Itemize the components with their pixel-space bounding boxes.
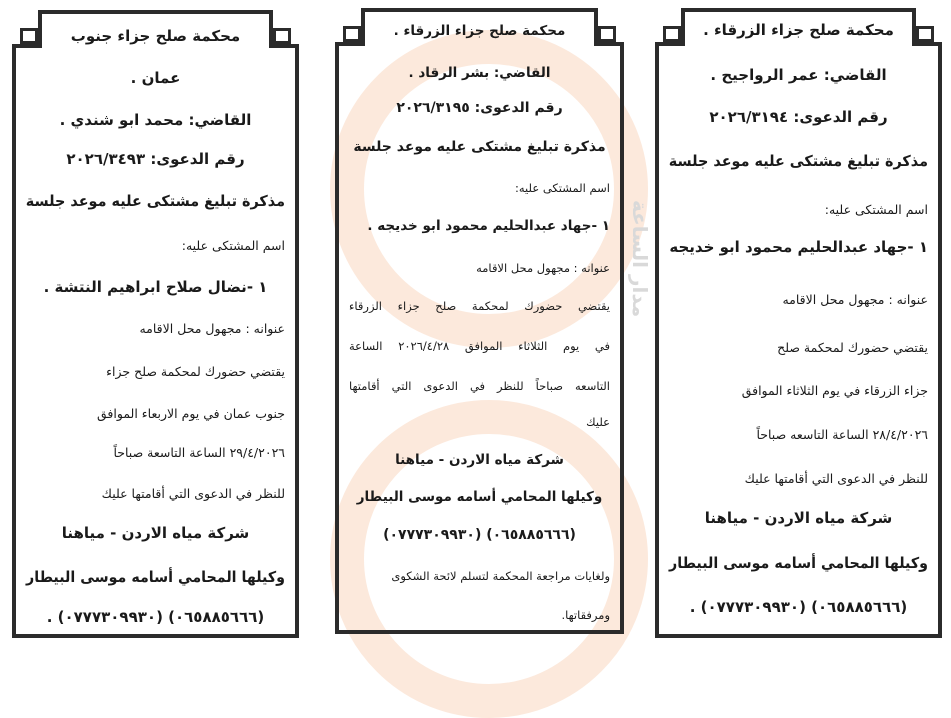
judge-name: القاضي: عمر الرواجيح . xyxy=(710,66,887,84)
phone-numbers: (٠٦٥٨٨٥٦٦٦) (٠٧٧٧٣٠٩٩٣٠) . xyxy=(46,608,265,626)
plaintiff: شركة مياه الاردن - مياهنا xyxy=(704,509,893,527)
notice-frame xyxy=(655,42,942,638)
defendant-label: اسم المشتكى عليه: xyxy=(515,181,610,195)
corner-ornament xyxy=(663,26,681,42)
case-number: رقم الدعوى: ٢٠٢٦/٣٤٩٣ xyxy=(66,150,245,168)
notice-zarqa-3194: محكمة صلح جزاء الزرقاء . القاضي: عمر الر… xyxy=(655,8,942,638)
frame-shoulder xyxy=(655,42,685,46)
address: عنوانه : مجهول محل الاقامه xyxy=(782,292,928,307)
defendant-name: ١ -جهاد عبدالحليم محمود ابو خديجه xyxy=(669,238,928,256)
frame-shoulder xyxy=(335,42,365,46)
lawyer: وكيلها المحامي أسامه موسى البيطار xyxy=(26,568,286,586)
corner-ornament xyxy=(916,26,934,42)
notice-header-frame xyxy=(681,8,916,46)
body-text: عليك xyxy=(586,415,610,429)
body-text: ٢٨/٤/٢٠٢٦ الساعة التاسعه صباحاً xyxy=(756,427,928,442)
watermark-text: مدار الساعة xyxy=(628,200,652,318)
notice-frame xyxy=(12,44,299,638)
body-text: جزاء الزرقاء في يوم الثلاثاء الموافق xyxy=(741,383,928,398)
body-text: يقتضي حضورك لمحكمة صلح جزاء xyxy=(106,364,285,379)
court-name: محكمة صلح جزاء الزرقاء . xyxy=(703,21,894,39)
frame-shoulder xyxy=(912,42,942,46)
body-text: ٢٩/٤/٢٠٢٦ الساعة التاسعة صباحاً xyxy=(113,445,285,460)
body-text: ولغايات مراجعة المحكمة لتسلم لائحة الشكو… xyxy=(391,569,610,583)
judge-name: القاضي: محمد ابو شندي . xyxy=(59,111,252,129)
body-text: يقتضي حضورك لمحكمة صلح xyxy=(777,340,928,355)
judge-name: القاضي: بشر الرقاد . xyxy=(408,65,551,81)
frame-shoulder xyxy=(269,44,299,48)
corner-ornament xyxy=(343,26,361,42)
court-name: محكمة صلح جزاء جنوب xyxy=(70,27,241,45)
defendant-name: ١ -نضال صلاح ابراهيم النتشة . xyxy=(43,278,268,296)
corner-ornament xyxy=(20,28,38,44)
notice-header-frame xyxy=(38,10,273,48)
body-text: للنظر في الدعوى التي أقامتها عليك xyxy=(744,471,928,486)
body-text: يقتضي حضورك لمحكمة صلح جزاء الزرقاء xyxy=(349,299,610,313)
court-name-continued: عمان . xyxy=(130,69,181,87)
lawyer: وكيلها المحامي أسامه موسى البيطار xyxy=(356,489,603,505)
notice-title: مذكرة تبليغ مشتكى عليه موعد جلسة xyxy=(668,152,928,170)
notice-frame xyxy=(335,42,624,634)
frame-shoulder xyxy=(594,42,624,46)
court-name: محكمة صلح جزاء الزرقاء . xyxy=(393,23,566,39)
defendant-name: ١ -جهاد عبدالحليم محمود ابو خديجه . xyxy=(367,218,610,234)
address: عنوانه : مجهول محل الاقامه xyxy=(139,321,285,336)
notice-south-amman-3493: محكمة صلح جزاء جنوب عمان . القاضي: محمد … xyxy=(12,10,299,638)
notice-title: مذكرة تبليغ مشتكى عليه موعد جلسة xyxy=(353,139,606,155)
body-text: ومرفقاتها. xyxy=(561,608,610,622)
case-number: رقم الدعوى: ٢٠٢٦/٣١٩٤ xyxy=(709,108,888,126)
phone-numbers: (٠٦٥٨٨٥٦٦٦) (٠٧٧٧٣٠٩٩٣٠) . xyxy=(689,598,908,616)
frame-shoulder xyxy=(12,44,42,48)
phone-numbers: (٠٦٥٨٨٥٦٦٦) (٠٧٧٧٣٠٩٩٣٠) xyxy=(383,527,576,543)
body-text: التاسعه صباحاً للنظر في الدعوى التي أقام… xyxy=(349,379,610,393)
body-text: في يوم الثلاثاء الموافق ٢٠٢٦/٤/٢٨ الساعة xyxy=(349,339,610,353)
address: عنوانه : مجهول محل الاقامه xyxy=(476,261,610,275)
plaintiff: شركة مياه الاردن - مياهنا xyxy=(61,524,250,542)
lawyer: وكيلها المحامي أسامه موسى البيطار xyxy=(669,554,928,572)
notice-title: مذكرة تبليغ مشتكى عليه موعد جلسة xyxy=(25,192,285,210)
defendant-label: اسم المشتكى عليه: xyxy=(181,238,285,253)
case-number: رقم الدعوى: ٢٠٢٦/٣١٩٥ xyxy=(396,100,563,116)
corner-ornament xyxy=(598,26,616,42)
corner-ornament xyxy=(273,28,291,44)
body-text: للنظر في الدعوى التي أقامتها عليك xyxy=(101,486,285,501)
body-text: جنوب عمان في يوم الاربعاء الموافق xyxy=(96,406,285,421)
notice-header-frame xyxy=(361,8,598,46)
notice-zarqa-3195: محكمة صلح جزاء الزرقاء . القاضي: بشر الر… xyxy=(335,8,624,634)
plaintiff: شركة مياه الاردن - مياهنا xyxy=(395,452,564,468)
defendant-label: اسم المشتكى عليه: xyxy=(824,202,928,217)
